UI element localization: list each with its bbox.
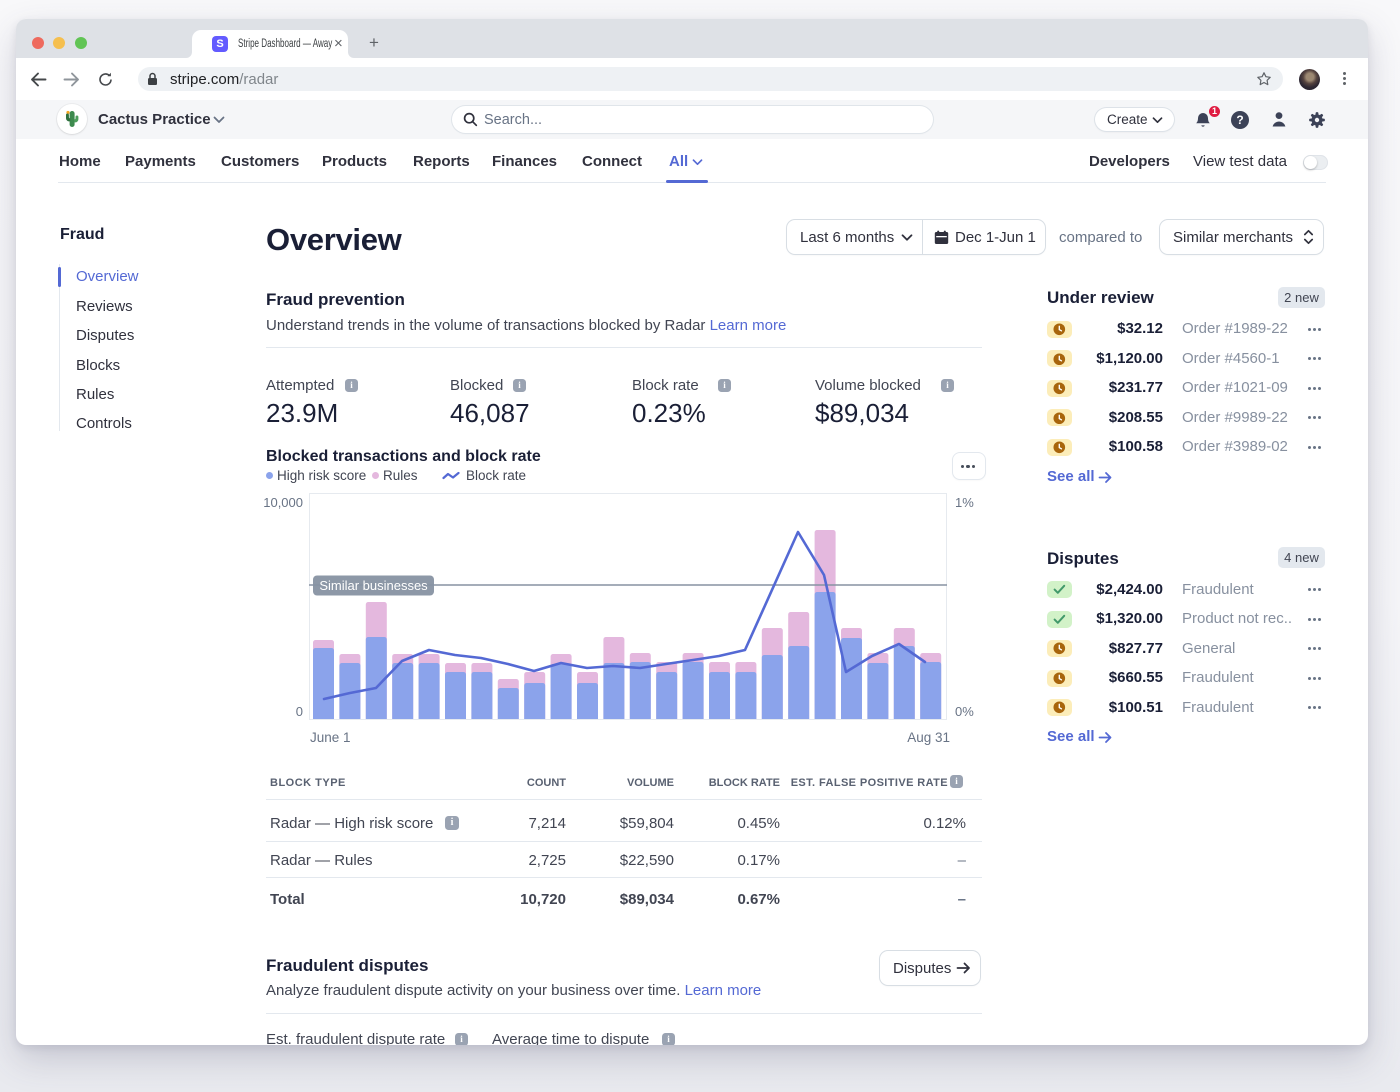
svg-text:Similar businesses: Similar businesses bbox=[319, 578, 428, 593]
